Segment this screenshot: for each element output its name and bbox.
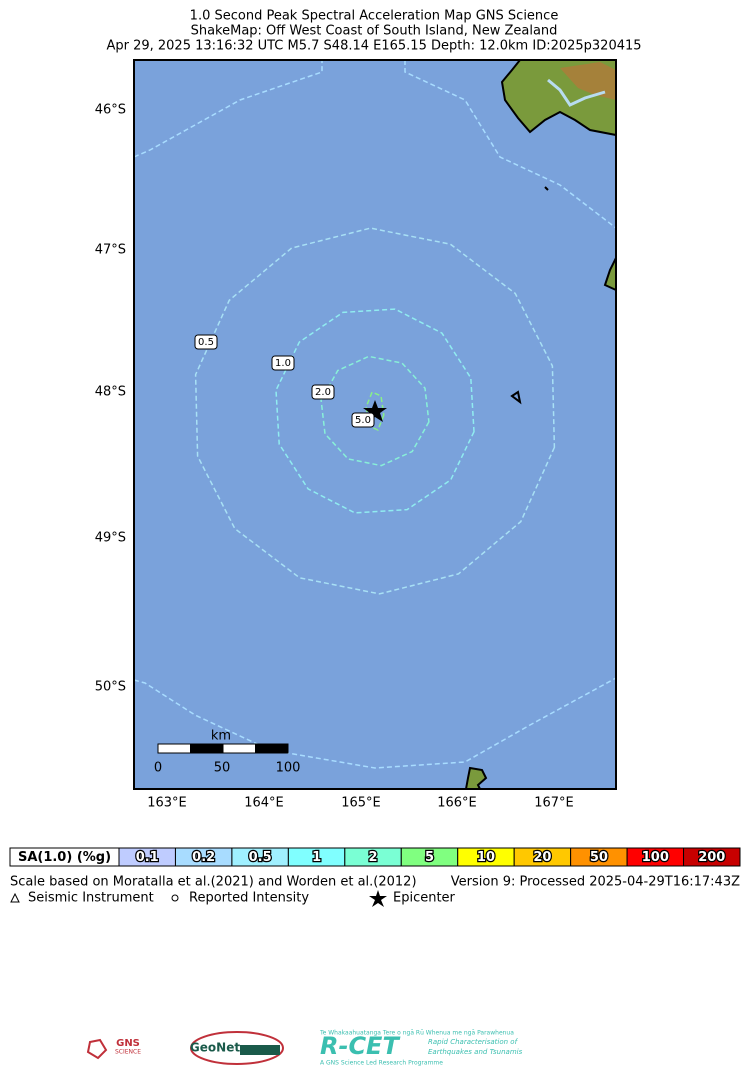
lon-label: 163°E (147, 796, 187, 811)
lat-label: 49°S (95, 531, 126, 546)
contour-label-box (311, 384, 335, 400)
logos: GNS SCIENCE GeoNet Te Whakaahuatanga Ter… (86, 1030, 523, 1067)
contour (320, 355, 430, 467)
lat-label: 47°S (95, 243, 126, 258)
lat-label: 48°S (95, 385, 126, 400)
symbol-label: Reported Intensity (189, 891, 309, 906)
title-line: 1.0 Second Peak Spectral Acceleration Ma… (190, 9, 559, 24)
contour (194, 227, 556, 595)
legend-label: 0.2 (192, 850, 215, 865)
scale-tick: 50 (214, 761, 231, 776)
lat-label: 50°S (95, 680, 126, 695)
logo-text: Rapid Characterisation of (428, 1038, 519, 1046)
scale-note: Scale based on Moratalla et al.(2021) an… (10, 875, 417, 890)
contour-label: 5.0 (355, 415, 371, 426)
scale-tick: 0 (154, 761, 162, 776)
scale-bar (157, 743, 289, 754)
legend-label: 100 (642, 850, 669, 865)
land (464, 59, 617, 790)
logo-text: R-CET (320, 1032, 400, 1060)
legend-label: 1 (312, 850, 321, 865)
logo-text: Te Whakaahuatanga Tere o ngā Rū Whenua m… (319, 1030, 514, 1037)
map-frame (133, 59, 617, 790)
scale-tick: 100 (276, 761, 301, 776)
lon-label: 166°E (437, 796, 477, 811)
legend-label: 50 (590, 850, 608, 865)
intensity-symbol (171, 894, 179, 902)
logo-text: GeoNet (190, 1041, 240, 1055)
logo-text: SCIENCE (115, 1049, 141, 1056)
contour (365, 390, 385, 432)
lat-label: 46°S (95, 103, 126, 118)
legend-label: 2 (369, 850, 378, 865)
symbol-label: Seismic Instrument (28, 891, 154, 906)
legend-label: 5 (425, 850, 434, 865)
contour-label-box (271, 355, 295, 371)
scale-unit: km (211, 729, 231, 744)
contour-label: 1.0 (275, 358, 291, 369)
lon-label: 167°E (534, 796, 574, 811)
version: Version 9: Processed 2025-04-29T16:17:43… (451, 875, 740, 890)
map-area (134, 60, 616, 789)
legend-label: 10 (477, 850, 495, 865)
instrument-symbol (10, 892, 20, 903)
legend-label: 0.5 (249, 850, 272, 865)
outer-contours (133, 60, 617, 769)
lon-label: 165°E (341, 796, 381, 811)
title-line: ShakeMap: Off West Coast of South Island… (191, 24, 558, 39)
logo-text: GNS (116, 1038, 140, 1049)
lon-label: 164°E (244, 796, 284, 811)
legend-title: SA(1.0) (%g) (18, 850, 111, 865)
legend-label: 20 (533, 850, 551, 865)
symbol-label: Epicenter (393, 891, 456, 906)
epicenter-symbol (369, 890, 387, 907)
legend-label: 0.1 (136, 850, 159, 865)
logo-text: Earthquakes and Tsunamis (428, 1048, 523, 1056)
legend-label: 200 (698, 850, 725, 865)
contour-label: 2.0 (315, 387, 331, 398)
legend-cell (683, 847, 741, 867)
contour-label: 0.5 (198, 337, 214, 348)
title-line: Apr 29, 2025 13:16:32 UTC M5.7 S48.14 E1… (106, 39, 641, 54)
contour (275, 308, 475, 514)
contour-label-box (351, 412, 375, 428)
contour-label-box (194, 334, 218, 350)
logo-text: A GNS Science Led Research Programme (320, 1060, 443, 1067)
